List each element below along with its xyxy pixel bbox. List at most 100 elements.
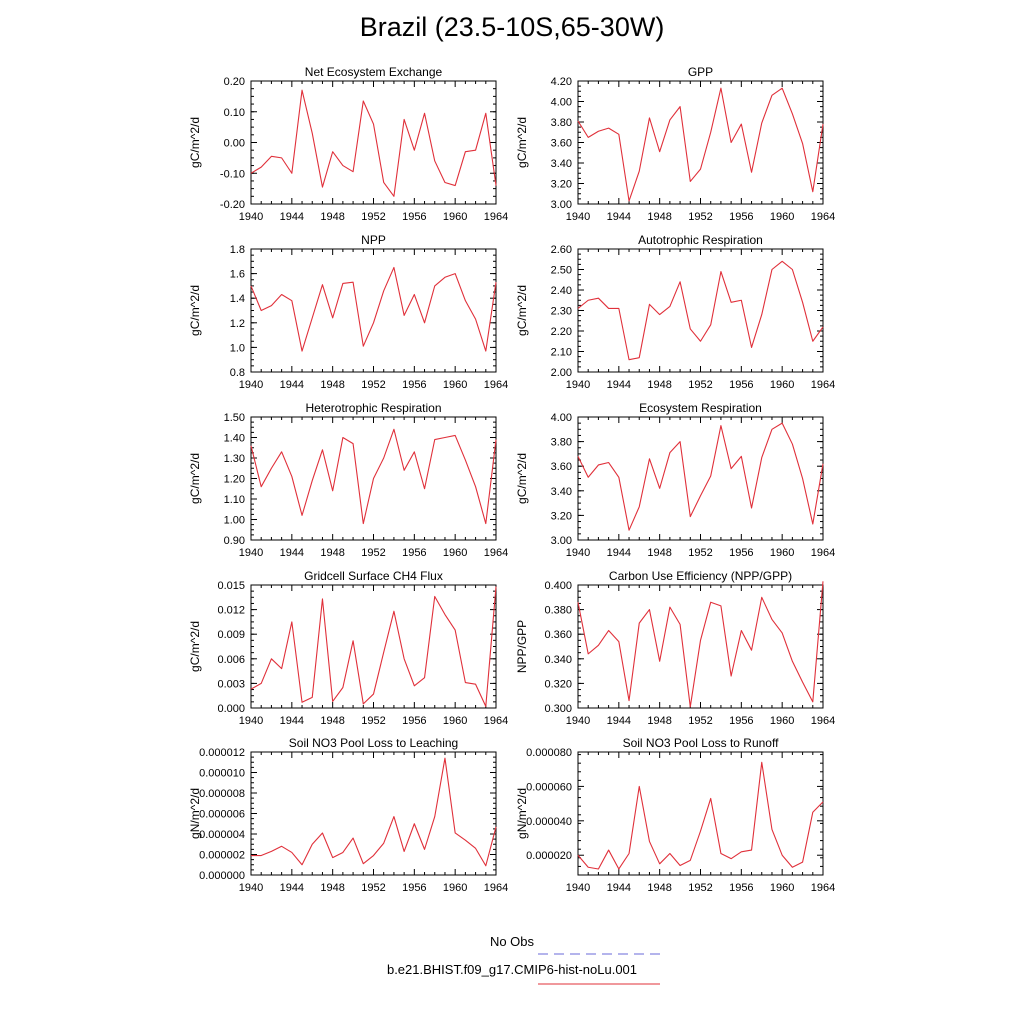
plot-frame — [250, 248, 497, 373]
chart-net-ecosystem-exchange: Net Ecosystem Exchange gC/m^2/d 1940 1944 19… — [188, 65, 508, 223]
plot-frame — [250, 751, 497, 876]
y-tick-label: 0.90 — [224, 535, 245, 547]
chart-title: Carbon Use Efficiency (NPP/GPP) — [609, 569, 792, 583]
series-line — [250, 89, 497, 197]
y-tick-label: 0.000080 — [526, 747, 572, 759]
chart-gpp: GPP gC/m^2/d 1940 1944 1948 1952 1956 1960 1964 3… — [515, 65, 835, 223]
series-line — [577, 422, 824, 531]
chart-title: Autotrophic Respiration — [638, 233, 763, 247]
x-tick-label: 1960 — [443, 882, 467, 894]
y-tick-label: 3.60 — [551, 138, 572, 150]
y-axis-label: gC/m^2/d — [515, 453, 529, 504]
x-tick-label: 1952 — [361, 379, 385, 391]
x-tick-label: 1956 — [729, 882, 753, 894]
x-tick-label: 1956 — [402, 211, 426, 223]
chart-title: Heterotrophic Respiration — [305, 401, 441, 415]
chart-gridcell-surface-ch4-flux: Gridcell Surface CH4 Flux gC/m^2/d 1940 194… — [188, 569, 508, 727]
chart-heterotrophic-respiration: Heterotrophic Respiration gC/m^2/d 1940 194… — [188, 401, 508, 559]
x-tick-label: 1964 — [811, 547, 835, 559]
y-axis-label: gN/m^2/d — [515, 788, 529, 839]
y-tick-label: 1.10 — [224, 494, 245, 506]
y-tick-label: 0.000000 — [199, 870, 245, 882]
y-tick-label: 0.009 — [217, 629, 245, 641]
y-tick-label: 1.4 — [230, 293, 245, 305]
x-tick-label: 1960 — [770, 715, 794, 727]
y-tick-label: -0.10 — [220, 168, 245, 180]
y-tick-label: 3.40 — [551, 158, 572, 170]
y-tick-label: 0.400 — [544, 580, 572, 592]
x-tick-label: 1952 — [361, 211, 385, 223]
y-tick-label: 0.320 — [544, 678, 572, 690]
x-tick-label: 1944 — [280, 715, 304, 727]
y-tick-label: 2.50 — [551, 265, 572, 277]
legend-label-model: b.e21.BHIST.f09_g17.CMIP6-hist-noLu.001 — [386, 962, 638, 977]
x-tick-label: 1944 — [607, 715, 631, 727]
x-tick-label: 1944 — [607, 882, 631, 894]
x-tick-label: 1960 — [770, 211, 794, 223]
x-tick-label: 1948 — [320, 715, 344, 727]
x-tick-label: 1940 — [239, 715, 263, 727]
y-tick-label: 0.20 — [224, 76, 245, 88]
y-tick-label: 1.30 — [224, 453, 245, 465]
x-tick-label: 1964 — [484, 547, 508, 559]
chart-title: NPP — [361, 233, 386, 247]
x-tick-label: 1960 — [770, 379, 794, 391]
x-tick-label: 1944 — [607, 211, 631, 223]
x-tick-label: 1956 — [402, 715, 426, 727]
x-tick-label: 1948 — [320, 882, 344, 894]
series-line — [251, 757, 497, 867]
x-tick-label: 1940 — [239, 379, 263, 391]
y-axis-label: gC/m^2/d — [188, 621, 202, 672]
x-tick-label: 1940 — [239, 211, 263, 223]
series-line — [577, 761, 824, 870]
chart-title: Gridcell Surface CH4 Flux — [304, 569, 443, 583]
y-tick-label: 2.40 — [551, 285, 572, 297]
y-tick-label: 4.00 — [551, 412, 572, 424]
y-axis-label: gC/m^2/d — [188, 285, 202, 336]
x-tick-label: 1944 — [607, 379, 631, 391]
y-tick-label: 0.000006 — [199, 809, 245, 821]
y-axis-label: gN/m^2/d — [188, 788, 202, 839]
x-tick-label: 1948 — [320, 379, 344, 391]
x-tick-label: 1960 — [443, 379, 467, 391]
y-tick-label: 3.80 — [551, 437, 572, 449]
y-tick-label: 2.20 — [551, 326, 572, 338]
chart-soil-no3-pool-loss-to-runoff: Soil NO3 Pool Loss to Runoff gN/m^2/d 1940… — [515, 736, 835, 894]
x-tick-label: 1956 — [729, 379, 753, 391]
x-tick-label: 1964 — [484, 211, 508, 223]
y-tick-label: 0.000060 — [526, 781, 572, 793]
x-tick-label: 1956 — [729, 547, 753, 559]
y-tick-label: 1.0 — [230, 342, 245, 354]
y-tick-label: 0.8 — [230, 367, 245, 379]
x-tick-label: 1948 — [647, 882, 671, 894]
x-tick-label: 1960 — [770, 882, 794, 894]
y-tick-label: 0.380 — [544, 605, 572, 617]
chart-title: Soil NO3 Pool Loss to Leaching — [289, 736, 458, 750]
plot-frame — [250, 584, 497, 709]
x-tick-label: 1964 — [811, 882, 835, 894]
x-tick-label: 1944 — [280, 211, 304, 223]
y-tick-label: 0.00 — [224, 138, 245, 150]
y-tick-label: 2.60 — [551, 244, 572, 256]
series-line — [250, 266, 497, 352]
x-tick-label: 1940 — [566, 882, 590, 894]
y-tick-label: 1.8 — [230, 244, 245, 256]
x-tick-label: 1940 — [239, 547, 263, 559]
y-tick-label: 0.10 — [224, 107, 245, 119]
y-tick-label: 0.360 — [544, 629, 572, 641]
x-tick-label: 1952 — [688, 211, 712, 223]
x-tick-label: 1964 — [484, 882, 508, 894]
series-line — [577, 87, 824, 202]
series-line — [250, 586, 497, 707]
y-tick-label: 0.003 — [217, 678, 245, 690]
legend-label-no-obs: No Obs — [489, 934, 535, 949]
chart-title: Soil NO3 Pool Loss to Runoff — [623, 736, 780, 750]
x-tick-label: 1956 — [402, 882, 426, 894]
x-tick-label: 1964 — [484, 715, 508, 727]
series-line — [577, 581, 824, 708]
x-tick-label: 1940 — [566, 547, 590, 559]
x-tick-label: 1956 — [729, 715, 753, 727]
y-axis-label: gC/m^2/d — [188, 453, 202, 504]
